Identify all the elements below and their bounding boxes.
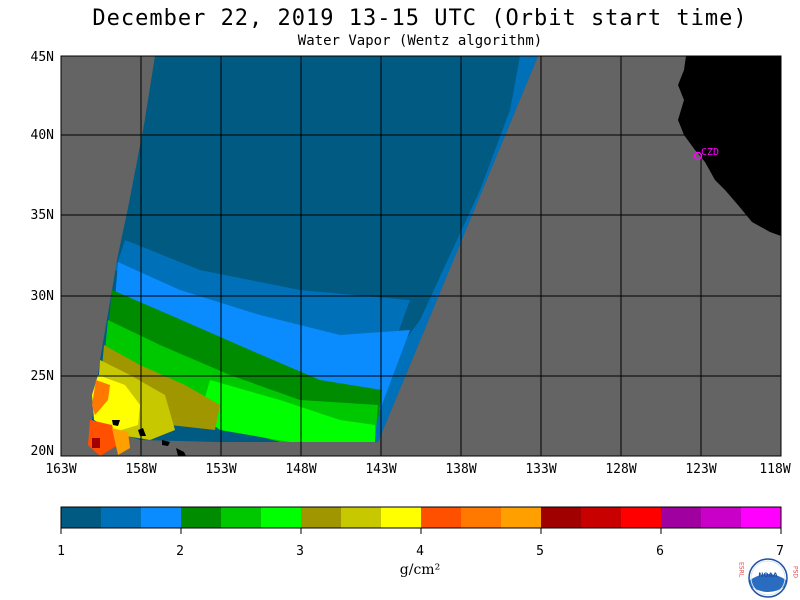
swath-band-4 <box>108 290 382 420</box>
island-shape <box>162 440 170 446</box>
colorbar-swatch <box>181 507 222 528</box>
colorbar-swatch <box>461 507 502 528</box>
lat-label: 25N <box>30 369 54 384</box>
swath-band-6 <box>200 380 375 442</box>
map-title: December 22, 2019 13-15 UTC (Orbit start… <box>92 6 748 31</box>
lon-label: 148W <box>285 462 317 477</box>
swath-band-12 <box>112 428 130 455</box>
colorbar-tick-label: 5 <box>536 544 544 559</box>
swath-band-3 <box>115 262 410 410</box>
logo-right-text: PSD <box>792 566 799 578</box>
colorbar-units: g/cm² <box>399 562 441 578</box>
land-california <box>678 56 781 236</box>
map-subtitle: Water Vapor (Wentz algorithm) <box>297 33 543 49</box>
colorbar-swatch <box>701 507 742 528</box>
map-frame <box>60 55 782 457</box>
colorbar-swatch <box>421 507 462 528</box>
lon-label: 133W <box>525 462 557 477</box>
colorbar-swatch <box>61 507 102 528</box>
lat-label: 20N <box>30 444 54 459</box>
noaa-logo: NOAA ESRL PSD <box>738 558 799 598</box>
colorbar-swatch <box>621 507 662 528</box>
colorbar-tick-label: 6 <box>656 544 664 559</box>
colorbar-swatch <box>741 507 782 528</box>
logo-left-text: ESRL <box>738 562 745 578</box>
lat-label: 45N <box>30 50 54 65</box>
colorbar-swatch <box>261 507 302 528</box>
colorbar-tick-label: 1 <box>57 544 65 559</box>
colorbar-swatch <box>541 507 582 528</box>
colorbar-swatch <box>141 507 182 528</box>
colorbar-tick-label: 2 <box>176 544 184 559</box>
colorbar-swatch <box>301 507 342 528</box>
colorbar-swatch <box>581 507 622 528</box>
station-marker-icon <box>693 151 703 161</box>
island-shape <box>112 420 120 426</box>
swath-band-11 <box>92 380 110 415</box>
lon-label: 153W <box>205 462 237 477</box>
swath-band-13 <box>92 438 100 448</box>
lat-label: 40N <box>30 128 54 143</box>
colorbar-swatch <box>381 507 422 528</box>
swath-band-2b <box>115 240 410 355</box>
colorbar-tick-label: 7 <box>776 544 784 559</box>
colorbar-swatch <box>221 507 262 528</box>
lon-label: 128W <box>605 462 637 477</box>
lon-label: 143W <box>365 462 397 477</box>
lat-label: 30N <box>30 289 54 304</box>
lon-label: 138W <box>445 462 477 477</box>
swath-band-2 <box>330 56 538 442</box>
colorbar-swatch <box>341 507 382 528</box>
lon-label: 118W <box>759 462 791 477</box>
logo-center-text: NOAA <box>758 572 778 579</box>
station-marker-label: CZD <box>701 147 719 158</box>
lon-label: 163W <box>45 462 77 477</box>
island-shape <box>176 448 186 456</box>
colorbar-tick-label: 3 <box>296 544 304 559</box>
colorbar-swatch <box>661 507 702 528</box>
lat-label: 35N <box>30 208 54 223</box>
lon-label: 123W <box>685 462 717 477</box>
island-shape <box>138 428 146 436</box>
colorbar-swatch <box>501 507 542 528</box>
colorbar-swatch <box>101 507 142 528</box>
lon-label: 158W <box>125 462 157 477</box>
colorbar-tick-label: 4 <box>416 544 424 559</box>
colorbar <box>60 506 782 534</box>
